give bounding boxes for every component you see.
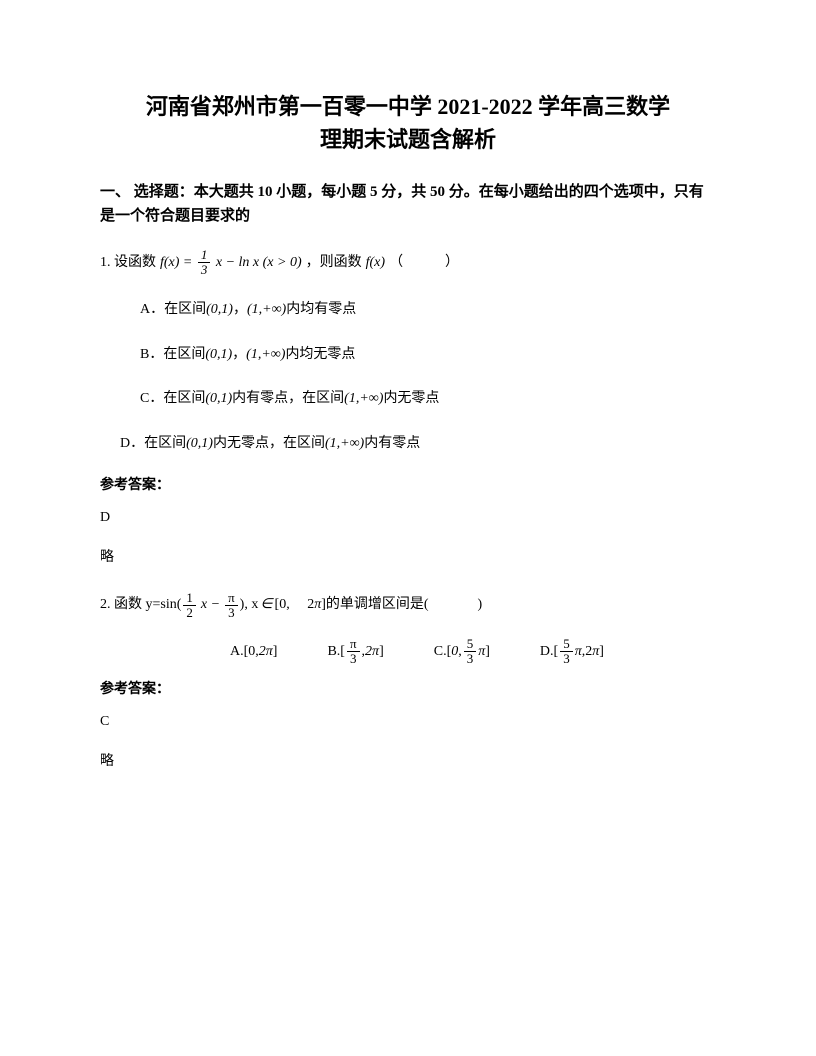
q2-optD-val: π bbox=[592, 644, 599, 660]
q2-optD-frac-num: 5 bbox=[560, 637, 573, 652]
q2-note: 略 bbox=[100, 750, 716, 770]
q2-option-d: D.[ 5 3 π ,2 π ] bbox=[540, 637, 604, 667]
q2-optC-label: C.[ bbox=[434, 644, 452, 660]
q1-tail: （ ） bbox=[389, 248, 459, 279]
q2-optA-suffix: ] bbox=[273, 644, 278, 660]
q1-optD-suffix: 内有零点 bbox=[364, 429, 420, 460]
q1-optB-int2: (1,+∞) bbox=[246, 340, 285, 371]
q2-optB-frac-den: 3 bbox=[347, 652, 360, 666]
q2-options: A.[0, 2π ] B.[ π 3 , 2π ] C.[ 0 , 5 3 π … bbox=[230, 637, 716, 667]
title-line-1: 河南省郑州市第一百零一中学 2021-2022 学年高三数学 bbox=[100, 90, 716, 123]
q1-optA-label: A．在区间 bbox=[140, 295, 206, 326]
q1-optC-mid: 内有零点，在区间 bbox=[232, 384, 344, 415]
q2-optD-pi: π bbox=[575, 644, 582, 660]
q2-pi: π bbox=[314, 590, 321, 621]
q1-fraction: 1 3 bbox=[198, 248, 211, 278]
q2-in: ∈ bbox=[260, 590, 272, 621]
q2-mid2: [0, 2 bbox=[275, 590, 315, 621]
q2-optC-frac: 5 3 bbox=[464, 637, 477, 667]
q1-note: 略 bbox=[100, 546, 716, 566]
q2-optD-label: D.[ bbox=[540, 644, 558, 660]
q2-optC-comma: , bbox=[458, 644, 462, 660]
q2-frac1: 1 2 bbox=[183, 591, 196, 621]
q1-optB-suffix: 内均无零点 bbox=[285, 340, 355, 371]
q2-optC-zero: 0 bbox=[451, 644, 458, 660]
q2-mid3: ]的单调增区间是( ) bbox=[321, 590, 482, 621]
q2-optD-comma: ,2 bbox=[582, 644, 593, 660]
q1-option-d: D．在区间 (0,1) 内无零点，在区间 (1,+∞) 内有零点 bbox=[120, 429, 716, 460]
q1-answer-label: 参考答案： bbox=[100, 474, 716, 494]
q2-optC-frac-num: 5 bbox=[464, 637, 477, 652]
q1-answer: D bbox=[100, 510, 716, 526]
q1-optB-int1: (0,1) bbox=[205, 340, 232, 371]
q1-optC-suffix: 内无零点 bbox=[383, 384, 439, 415]
q2-frac1-den: 2 bbox=[183, 606, 196, 620]
q2-frac2-num: π bbox=[225, 591, 238, 606]
q1-prefix: 1. 设函数 bbox=[100, 248, 156, 279]
q1-optA-suffix: 内均有零点 bbox=[286, 295, 356, 326]
q2-optB-suffix: ] bbox=[379, 644, 384, 660]
q2-optB-val: 2π bbox=[365, 644, 379, 660]
q1-optD-mid: 内无零点，在区间 bbox=[213, 429, 325, 460]
q2-optB-frac: π 3 bbox=[347, 637, 360, 667]
q2-optC-frac-den: 3 bbox=[464, 652, 477, 666]
q2-optA-val: 2π bbox=[259, 644, 273, 660]
q2-optB-frac-num: π bbox=[347, 637, 360, 652]
q2-xminus: x − bbox=[201, 590, 220, 621]
q1-optC-int1: (0,1) bbox=[205, 384, 232, 415]
q1-frac-num: 1 bbox=[198, 248, 211, 263]
q1-option-c: C．在区间 (0,1) 内有零点，在区间 (1,+∞) 内无零点 bbox=[140, 384, 716, 415]
q2-optC-pi: π bbox=[478, 644, 485, 660]
title-line-2: 理期末试题含解析 bbox=[100, 123, 716, 156]
q2-optC-suffix: ] bbox=[485, 644, 490, 660]
q2-optB-label: B.[ bbox=[327, 644, 345, 660]
q1-option-b: B．在区间 (0,1) ， (1,+∞) 内均无零点 bbox=[140, 340, 716, 371]
q1-optA-int2: (1,+∞) bbox=[247, 295, 286, 326]
q1-optA-int1: (0,1) bbox=[206, 295, 233, 326]
q2-option-b: B.[ π 3 , 2π ] bbox=[327, 637, 383, 667]
q2-prefix: 2. 函数 y=sin( bbox=[100, 590, 181, 621]
q1-option-a: A．在区间 (0,1) ， (1,+∞) 内均有零点 bbox=[140, 295, 716, 326]
q1-optB-comma: ， bbox=[232, 340, 246, 371]
q2-answer-label: 参考答案： bbox=[100, 678, 716, 698]
q2-frac2-den: 3 bbox=[225, 606, 238, 620]
q2-optA-label: A.[0, bbox=[230, 644, 259, 660]
q2-frac1-num: 1 bbox=[183, 591, 196, 606]
q1-fx-eq: f(x) = bbox=[160, 255, 192, 270]
q2-optD-frac-den: 3 bbox=[560, 652, 573, 666]
q1-optD-int2: (1,+∞) bbox=[325, 429, 364, 460]
q1-optB-label: B．在区间 bbox=[140, 340, 205, 371]
q2-mid1: ), x bbox=[240, 590, 259, 621]
q1-formula-suffix: x − ln x (x > 0) bbox=[216, 255, 302, 270]
q2-optD-frac: 5 3 bbox=[560, 637, 573, 667]
q2-option-a: A.[0, 2π ] bbox=[230, 644, 277, 660]
q2-optD-suffix: ] bbox=[599, 644, 604, 660]
q2-frac2: π 3 bbox=[225, 591, 238, 621]
q1-frac-den: 3 bbox=[198, 263, 211, 277]
q1-optC-label: C．在区间 bbox=[140, 384, 205, 415]
q1-optD-label: D．在区间 bbox=[120, 429, 186, 460]
q1-optC-int2: (1,+∞) bbox=[344, 384, 383, 415]
q1-optD-int1: (0,1) bbox=[186, 429, 213, 460]
q2-option-c: C.[ 0 , 5 3 π ] bbox=[434, 637, 490, 667]
document-title: 河南省郑州市第一百零一中学 2021-2022 学年高三数学 理期末试题含解析 bbox=[100, 90, 716, 156]
q1-optA-comma: ， bbox=[233, 295, 247, 326]
q1-fx: f(x) bbox=[366, 248, 385, 279]
question-2: 2. 函数 y=sin( 1 2 x − π 3 ), x ∈ [0, 2 π … bbox=[100, 590, 716, 621]
section-header: 一、 选择题：本大题共 10 小题，每小题 5 分，共 50 分。在每小题给出的… bbox=[100, 180, 716, 228]
q2-answer: C bbox=[100, 714, 716, 730]
question-1: 1. 设函数 f(x) = 1 3 x − ln x (x > 0) ，则函数 … bbox=[100, 248, 716, 279]
q1-mid: ，则函数 bbox=[306, 248, 362, 279]
